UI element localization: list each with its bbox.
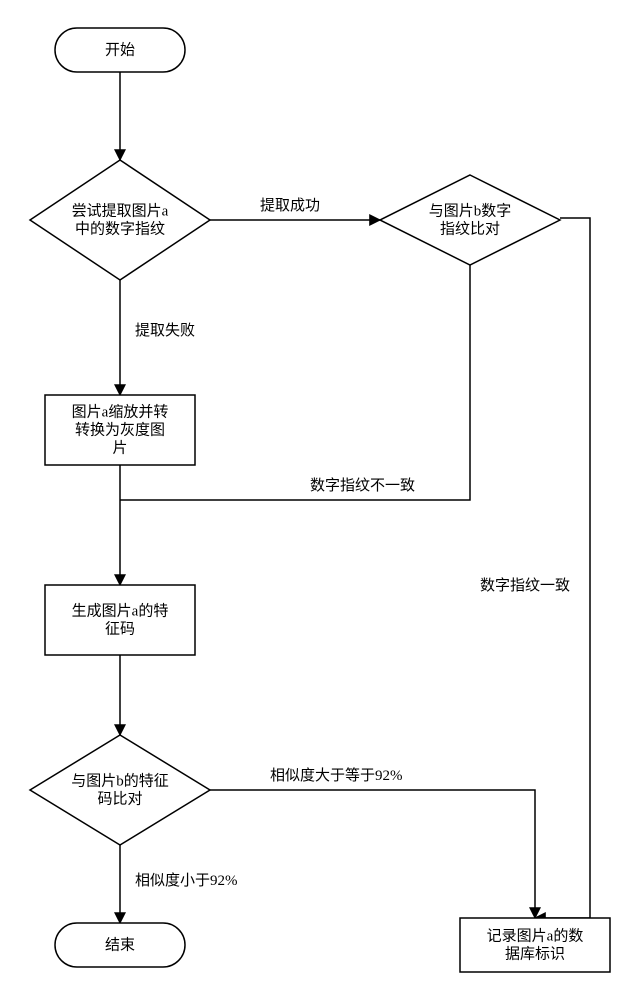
edge-label-e_compareFp_record: 数字指纹一致: [480, 577, 570, 594]
node-start: 开始: [55, 28, 185, 72]
node-label-record-line1: 据库标识: [505, 945, 565, 962]
flowchart-canvas: 提取成功提取失败数字指纹一致 数字指纹不一致相似度大于等于92% 相似度小于92% 开…: [0, 0, 624, 1000]
node-compareCode: 与图片b的特征码比对: [30, 735, 210, 845]
node-gencode: 生成图片a的特征码: [45, 585, 195, 655]
node-label-scale-line2: 片: [112, 439, 127, 456]
node-label-scale-line1: 转换为灰度图: [75, 421, 165, 438]
node-label-compareFp-line1: 指纹比对: [440, 220, 500, 237]
node-extract: 尝试提取图片a中的数字指纹: [30, 160, 210, 280]
node-label-compareCode-line0: 与图片b的特征: [71, 772, 169, 789]
node-label-gencode-line1: 征码: [105, 620, 135, 637]
node-scale: 图片a缩放并转转换为灰度图片: [45, 395, 195, 465]
node-label-end: 结束: [105, 936, 135, 953]
edge-e_compareCode_record: [210, 790, 535, 918]
node-compareFp: 与图片b数字指纹比对: [380, 175, 560, 265]
edge-label-e_extract_scale: 提取失败: [135, 322, 195, 339]
node-label-compareCode-line1: 码比对: [97, 790, 142, 807]
edge-label-e_compareFp_scale: 数字指纹不一致: [310, 477, 415, 494]
node-label-extract-line0: 尝试提取图片a: [72, 202, 169, 219]
node-end: 结束: [55, 923, 185, 967]
node-label-record-line0: 记录图片a的数: [487, 927, 584, 944]
edge-e_compareFp_record: [535, 218, 590, 918]
edge-label-e_compareCode_end: 相似度小于92%: [135, 872, 238, 889]
node-label-compareFp-line0: 与图片b数字: [429, 202, 512, 219]
node-record: 记录图片a的数据库标识: [460, 918, 610, 972]
node-label-start: 开始: [105, 41, 135, 58]
edge-label-e_compareCode_record: 相似度大于等于92%: [270, 766, 403, 784]
node-label-gencode-line0: 生成图片a的特: [72, 602, 169, 619]
node-label-scale-line0: 图片a缩放并转: [72, 403, 169, 420]
edge-label-e_extract_compareFp: 提取成功: [260, 197, 320, 214]
node-label-extract-line1: 中的数字指纹: [75, 220, 165, 237]
